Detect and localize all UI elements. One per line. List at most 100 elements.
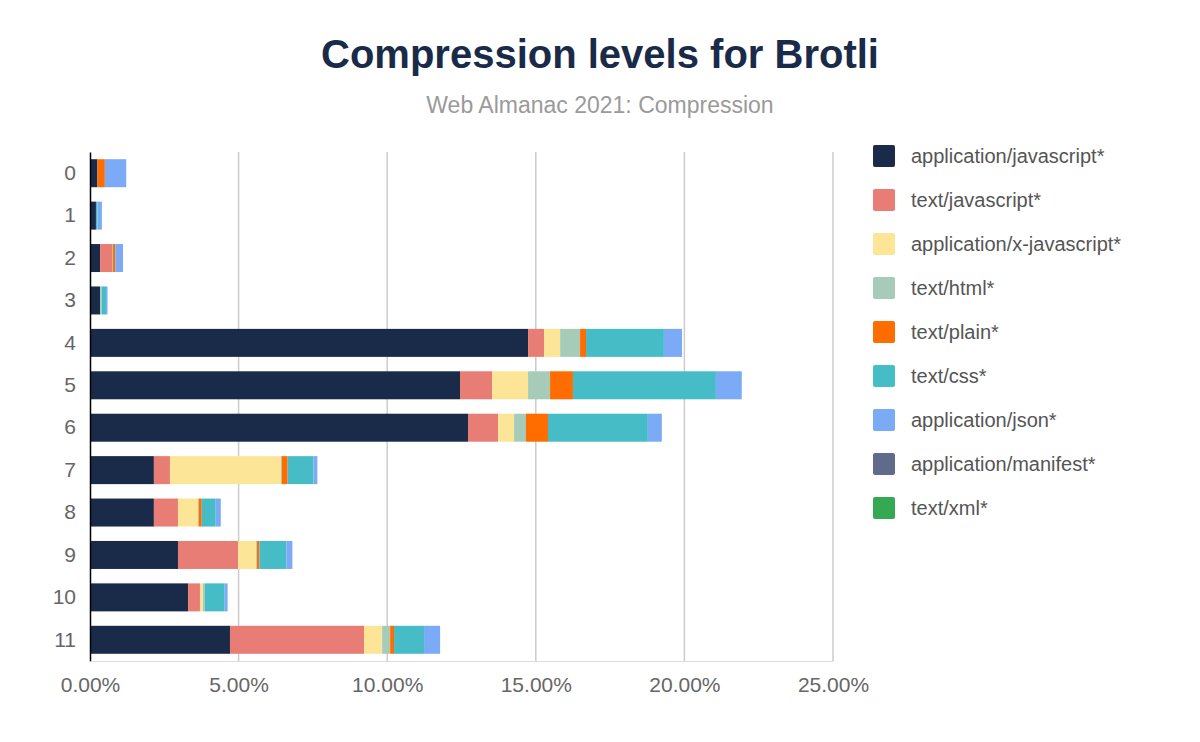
bar xyxy=(424,626,440,654)
bar xyxy=(95,202,96,230)
tick: 9 xyxy=(64,543,90,566)
grid-line xyxy=(832,152,834,661)
bar xyxy=(257,541,259,569)
legend-swatch xyxy=(873,453,895,475)
tick-label: 0 xyxy=(64,161,76,184)
bar xyxy=(317,456,318,484)
tick: 5 xyxy=(64,373,90,396)
series xyxy=(90,159,528,654)
tick: 8 xyxy=(64,500,90,523)
legend-swatch xyxy=(873,233,895,255)
bar xyxy=(580,329,586,357)
bar xyxy=(102,286,106,314)
tick: 4 xyxy=(64,331,90,354)
bar xyxy=(126,159,127,187)
bar xyxy=(682,329,683,357)
series xyxy=(170,329,560,654)
bar xyxy=(550,371,573,399)
bar xyxy=(292,541,293,569)
legend-label: text/plain* xyxy=(911,321,999,343)
tick-label: 15.00% xyxy=(501,673,572,696)
bar xyxy=(90,329,528,357)
bar xyxy=(122,244,123,272)
tick-label: 0.00% xyxy=(61,673,121,696)
bar xyxy=(126,159,127,187)
bar xyxy=(440,626,441,654)
tick-label: 25.00% xyxy=(798,673,869,696)
grid-line xyxy=(238,152,240,661)
bar xyxy=(199,499,202,527)
tick: 25.00% xyxy=(798,661,869,696)
bar xyxy=(586,329,664,357)
bar xyxy=(115,244,123,272)
legend-swatch xyxy=(873,189,895,211)
bar xyxy=(90,499,154,527)
bar xyxy=(259,541,286,569)
bar xyxy=(96,202,97,230)
bar xyxy=(122,244,123,272)
tick-label: 9 xyxy=(64,543,76,566)
bar xyxy=(170,456,281,484)
x-axis: 0.00%5.00%10.00%15.00%20.00%25.00% xyxy=(61,661,869,696)
bar xyxy=(394,626,424,654)
bar xyxy=(95,202,96,230)
bar xyxy=(227,583,228,611)
bar xyxy=(95,202,96,230)
bar xyxy=(313,456,317,484)
bar xyxy=(90,371,460,399)
bar xyxy=(90,583,188,611)
bar xyxy=(664,329,682,357)
bar xyxy=(113,244,115,272)
tick-label: 10 xyxy=(53,585,76,608)
bar xyxy=(648,414,662,442)
bar xyxy=(97,159,104,187)
bar xyxy=(440,626,441,654)
tick-label: 1 xyxy=(64,203,76,226)
bar xyxy=(317,456,318,484)
bar xyxy=(101,202,102,230)
axis-line xyxy=(91,661,834,662)
bar xyxy=(227,583,228,611)
bar xyxy=(238,541,256,569)
tick-label: 7 xyxy=(64,458,76,481)
bar xyxy=(364,626,382,654)
tick-label: 10.00% xyxy=(352,673,423,696)
legend-swatch xyxy=(873,277,895,299)
series xyxy=(97,159,586,654)
bar xyxy=(200,583,203,611)
series xyxy=(97,159,741,654)
series xyxy=(100,244,580,654)
tick: 0.00% xyxy=(61,661,121,696)
legend-label: text/xml* xyxy=(911,497,988,519)
bar xyxy=(286,541,292,569)
bar xyxy=(90,456,154,484)
legend-swatch xyxy=(873,145,895,167)
grid-line xyxy=(535,152,537,661)
axis-line xyxy=(90,153,92,662)
bar xyxy=(154,499,178,527)
legend-label: text/css* xyxy=(911,365,987,387)
bars xyxy=(90,159,742,654)
tick-label: 11 xyxy=(54,628,76,651)
bar xyxy=(154,456,170,484)
legend-label: application/x-javascript* xyxy=(911,233,1121,255)
bar xyxy=(203,583,205,611)
bar xyxy=(288,456,314,484)
tick: 15.00% xyxy=(501,661,572,696)
tick-label: 5.00% xyxy=(209,673,269,696)
bar xyxy=(220,499,221,527)
legend-label: application/manifest* xyxy=(911,453,1096,475)
bar xyxy=(741,371,742,399)
legend-label: application/json* xyxy=(911,409,1057,431)
tick: 11 xyxy=(54,628,90,651)
tick: 7 xyxy=(64,458,90,481)
tick-label: 3 xyxy=(64,288,76,311)
bar xyxy=(528,371,550,399)
legend-swatch xyxy=(873,321,895,343)
legend-swatch xyxy=(873,497,895,519)
tick-label: 8 xyxy=(64,500,76,523)
bar xyxy=(105,159,126,187)
chart: Compression levels for BrotliWeb Almanac… xyxy=(0,0,1200,742)
bar xyxy=(390,626,394,654)
tick: 2 xyxy=(64,246,90,269)
